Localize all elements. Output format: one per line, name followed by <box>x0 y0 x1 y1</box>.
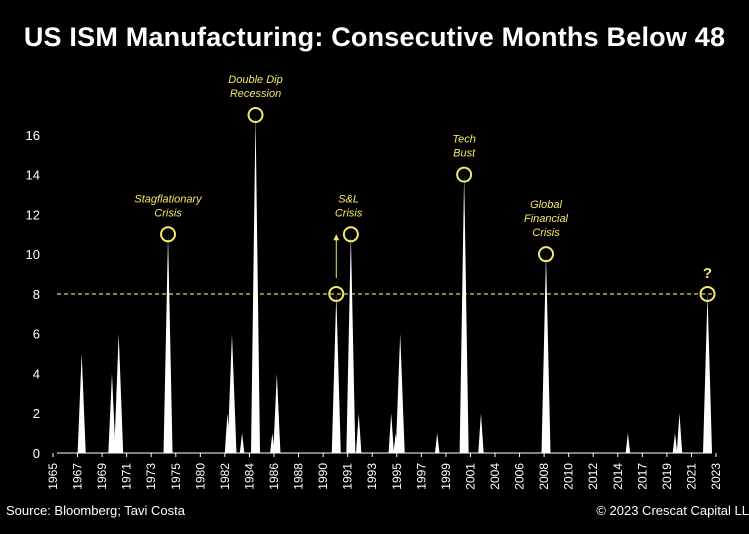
spike <box>625 433 631 453</box>
spike <box>273 373 281 453</box>
spike <box>395 333 405 453</box>
x-tick-label: 1965 <box>46 463 60 490</box>
y-tick-label: 4 <box>33 366 40 381</box>
annotation-label: Crisis <box>335 207 363 219</box>
annotation-label: Recession <box>230 88 281 100</box>
x-tick-label: 1999 <box>439 463 453 490</box>
y-tick-label: 2 <box>33 406 40 421</box>
spike <box>703 293 713 453</box>
x-tick-label: 1975 <box>169 463 183 490</box>
highlight-circle <box>160 226 177 243</box>
annotation-label: Crisis <box>154 207 182 219</box>
annotation-label: ? <box>703 265 712 282</box>
annotation-label: Financial <box>524 213 569 225</box>
y-tick-label: 0 <box>33 446 40 461</box>
x-tick-label: 1967 <box>71 463 85 490</box>
x-tick-label: 2008 <box>537 463 551 490</box>
y-tick-label: 10 <box>26 247 40 262</box>
spike <box>114 333 124 453</box>
annotation-label: Global <box>530 199 562 211</box>
spike <box>108 373 116 453</box>
annotation-arrowhead <box>333 234 340 241</box>
x-tick-label: 1982 <box>218 463 232 490</box>
spike <box>434 433 440 453</box>
annotation-label: S&L <box>338 193 359 205</box>
spike <box>672 433 678 453</box>
highlight-circle <box>456 166 473 183</box>
spike <box>251 115 261 453</box>
y-tick-label: 6 <box>33 327 40 342</box>
x-tick-label: 1971 <box>120 463 134 490</box>
spike <box>346 234 356 453</box>
y-tick-label: 16 <box>26 128 40 143</box>
highlight-circle <box>342 226 359 243</box>
x-tick-label: 1990 <box>316 463 330 490</box>
spike <box>77 353 86 453</box>
highlight-circle <box>328 285 345 302</box>
highlight-circle <box>538 246 555 263</box>
x-tick-label: 2006 <box>513 463 527 490</box>
x-tick-label: 1980 <box>193 463 207 490</box>
spike <box>541 254 551 453</box>
spike <box>388 413 394 453</box>
annotation-label: Bust <box>453 148 476 160</box>
x-tick-label: 2010 <box>562 463 576 490</box>
x-tick-label: 1986 <box>267 463 281 490</box>
x-tick-label: 1969 <box>95 463 109 490</box>
x-tick-label: 2019 <box>660 463 674 490</box>
x-tick-label: 2023 <box>709 463 723 490</box>
x-tick-label: 1995 <box>390 463 404 490</box>
spike <box>227 333 237 453</box>
x-tick-label: 1988 <box>292 463 306 490</box>
spike <box>676 413 683 453</box>
x-tick-label: 1991 <box>341 463 355 490</box>
x-tick-label: 2004 <box>488 463 502 490</box>
spike <box>239 433 245 453</box>
annotation-label: Stagflationary <box>134 193 203 205</box>
annotation-label: Tech <box>452 134 475 146</box>
x-tick-label: 2014 <box>611 463 625 490</box>
x-tick-label: 1993 <box>365 463 379 490</box>
x-tick-label: 1997 <box>414 463 428 490</box>
copyright-note: © 2023 Crescat Capital LL <box>596 503 749 518</box>
source-note: Source: Bloomberg; Tavi Costa <box>6 503 185 518</box>
x-tick-label: 2017 <box>635 463 649 490</box>
x-tick-label: 2021 <box>684 463 698 490</box>
spike <box>478 413 484 453</box>
annotation-label: Crisis <box>532 227 560 239</box>
spike <box>356 413 362 453</box>
chart-title: US ISM Manufacturing: Consecutive Months… <box>23 22 726 52</box>
annotation-label: Double Dip <box>228 74 282 86</box>
x-tick-label: 1984 <box>242 463 256 490</box>
x-tick-label: 2001 <box>463 463 477 490</box>
y-tick-label: 8 <box>33 287 40 302</box>
highlight-circle <box>699 285 716 302</box>
x-tick-label: 2012 <box>586 463 600 490</box>
spike <box>331 293 341 453</box>
spike <box>163 234 173 453</box>
highlight-circle <box>247 107 264 123</box>
spike <box>459 174 469 453</box>
x-tick-label: 1973 <box>144 463 158 490</box>
y-tick-label: 14 <box>26 168 40 183</box>
y-tick-label: 12 <box>26 207 40 222</box>
